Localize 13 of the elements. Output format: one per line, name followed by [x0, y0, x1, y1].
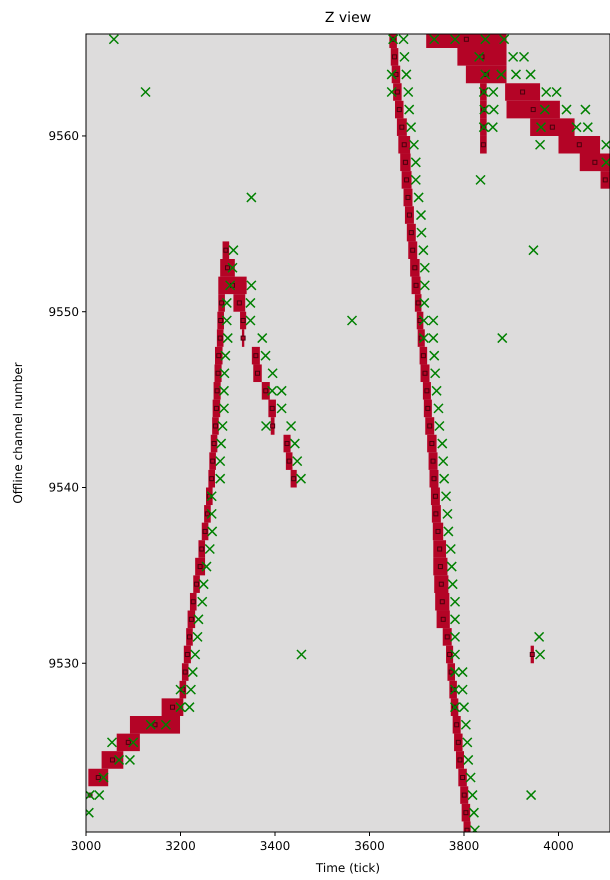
y-axis-title: Offline channel number	[11, 362, 25, 504]
x-axis-title: Time (tick)	[314, 861, 380, 875]
x-tick-label: 3600	[354, 839, 385, 853]
x-tick-label: 3000	[70, 839, 102, 853]
x-tick-label: 4000	[543, 839, 574, 853]
y-tick-label: 9550	[48, 304, 79, 319]
x-tick-label: 3400	[260, 839, 290, 853]
chart-title: Z view	[324, 10, 372, 26]
x-tick-label: 3800	[448, 839, 480, 853]
y-tick-label: 9530	[48, 656, 79, 670]
y-tick-label: 9560	[48, 129, 79, 144]
y-tick-label: 9540	[48, 480, 79, 495]
x-tick-label: 3200	[165, 839, 196, 853]
